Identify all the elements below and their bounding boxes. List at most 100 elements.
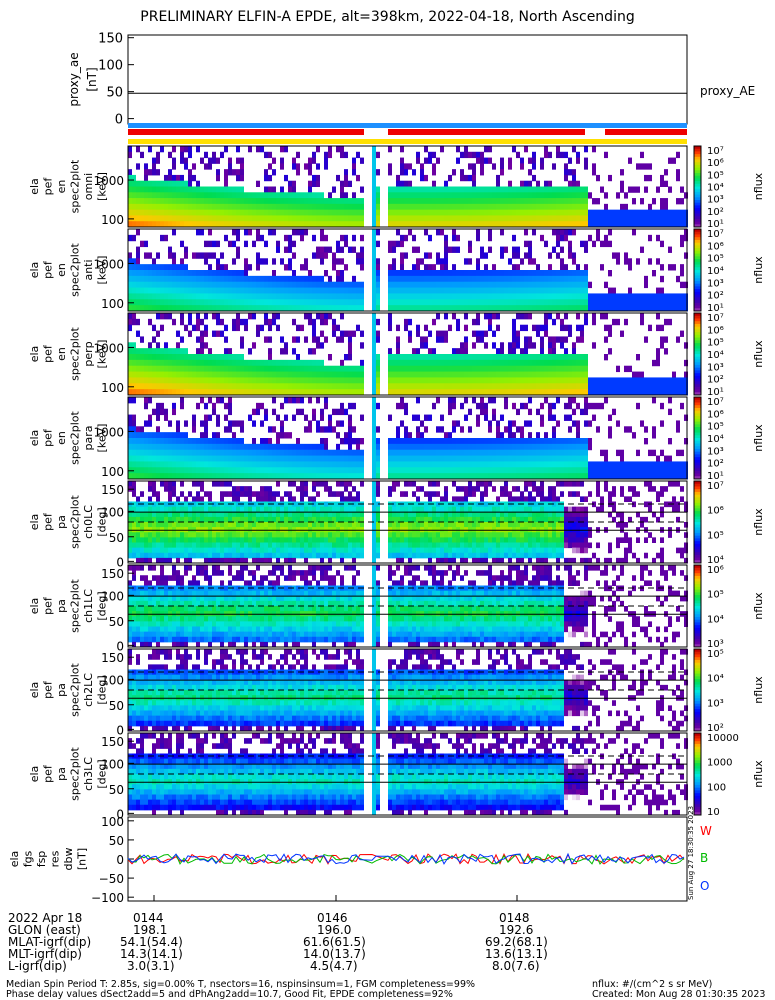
spectrogram-cell xyxy=(256,377,260,384)
spectrogram-cell xyxy=(444,365,448,373)
spectrogram-cell xyxy=(344,408,348,416)
spectrogram-cell xyxy=(628,186,632,193)
spectrogram-cell xyxy=(480,389,484,396)
spectrogram-cell xyxy=(608,215,612,222)
proxy-ae-ylabel: proxy_ae xyxy=(67,52,81,106)
spectrogram-cell xyxy=(500,348,504,355)
spectrogram-cell xyxy=(568,467,572,474)
spectrogram-cell xyxy=(220,252,224,259)
spectrogram-cell xyxy=(448,174,452,182)
spectrogram-cell xyxy=(668,377,672,384)
spectrogram-cell xyxy=(376,209,380,216)
spectrogram-cell xyxy=(532,299,536,306)
spectrogram-cell xyxy=(128,264,132,271)
spectrogram-cell xyxy=(488,371,492,378)
spectrogram-cell xyxy=(684,371,688,378)
spectrogram-cell xyxy=(596,305,600,312)
spectrogram-cell xyxy=(408,287,412,294)
gap-strip xyxy=(372,313,376,395)
spectrogram-cell xyxy=(344,192,348,199)
spectrogram-cell xyxy=(316,293,320,300)
spectrogram-cell xyxy=(348,414,352,421)
spectrogram-cell xyxy=(516,215,520,222)
spectrogram-cell xyxy=(648,383,652,390)
spectrogram-cell xyxy=(204,432,208,439)
spectrogram-cell xyxy=(228,397,232,404)
spectrogram-cell xyxy=(204,443,208,451)
spectrogram-cell xyxy=(308,287,312,294)
spectrogram-cell xyxy=(316,371,320,378)
spectrogram-cell xyxy=(528,246,532,253)
spectrogram-cell xyxy=(496,198,500,205)
spectrogram-cell xyxy=(248,365,252,373)
spectrogram-cell xyxy=(484,293,488,300)
spectrogram-cell xyxy=(468,455,472,462)
spectrogram-cell xyxy=(676,420,680,427)
spectrogram-cell xyxy=(592,293,596,300)
spectrogram-cell xyxy=(664,348,668,355)
spectrogram-cell xyxy=(528,467,532,474)
colorbar-tick: 10⁶ xyxy=(707,158,724,169)
spectrogram-cell xyxy=(472,377,476,384)
spectrogram-cell xyxy=(128,169,132,176)
spectrogram-cell xyxy=(252,377,256,384)
spectrogram-cell xyxy=(164,186,168,193)
spectrogram-cell xyxy=(432,192,436,199)
spectrogram-cell xyxy=(140,461,144,468)
spectrogram-cell xyxy=(584,371,588,378)
colorbar-cell xyxy=(694,370,701,374)
spectrogram-cell xyxy=(460,305,464,312)
spectrogram-cell xyxy=(564,198,568,205)
spectrogram-cell xyxy=(284,174,288,182)
spectrogram-cell xyxy=(556,299,560,306)
spectrogram-cell xyxy=(428,293,432,300)
spectrogram-cell xyxy=(296,377,300,384)
spectrogram-cell xyxy=(496,275,500,283)
spectrogram-cell xyxy=(440,229,444,236)
spectrogram-cell xyxy=(604,209,608,216)
spectrogram-cell xyxy=(524,186,528,193)
spectrogram-cell xyxy=(576,305,580,312)
spectrogram-cell xyxy=(272,455,276,462)
spectrogram-cell xyxy=(284,467,288,474)
spectrogram-cell xyxy=(656,383,660,390)
spectrogram-cell xyxy=(156,449,160,457)
colorbar-cell xyxy=(694,210,701,214)
spectrogram-cell xyxy=(424,455,428,462)
colorbar-cell xyxy=(694,410,701,414)
spectrogram-cell xyxy=(304,163,308,170)
spectrogram-cell xyxy=(176,383,180,390)
spectrogram-cell xyxy=(428,438,432,445)
spectrogram-cell xyxy=(428,354,432,361)
spectrogram-cell xyxy=(172,443,176,451)
spectrogram-cell xyxy=(128,252,132,259)
spectrogram-cell xyxy=(152,359,156,367)
spectrogram-cell xyxy=(212,467,216,474)
spectrogram-cell xyxy=(172,455,176,462)
spectrogram-cell xyxy=(584,246,588,253)
spectrogram-cell xyxy=(256,264,260,271)
spectrogram-cell xyxy=(468,293,472,300)
spectrogram-cell xyxy=(444,215,448,222)
spectrogram-cell xyxy=(476,371,480,378)
spectrogram-cell xyxy=(472,281,476,289)
spectrogram-cell xyxy=(176,438,180,445)
spectrogram-cell xyxy=(284,281,288,289)
spectrogram-cell xyxy=(376,359,380,367)
spectrogram-cell xyxy=(516,293,520,300)
spectrogram-cell xyxy=(568,383,572,390)
spectrogram-cell xyxy=(224,467,228,474)
spectrogram-cell xyxy=(552,342,556,349)
panel-frame xyxy=(127,396,688,480)
spectrogram-cell xyxy=(420,169,424,176)
spectrogram-cell xyxy=(500,449,504,457)
spectrogram-cell xyxy=(208,371,212,378)
spectrogram-cell xyxy=(140,305,144,312)
spectrogram-cell xyxy=(468,221,472,228)
spectrogram-cell xyxy=(452,389,456,396)
spectrogram-cell xyxy=(300,473,304,480)
spectrogram-cell xyxy=(228,157,232,164)
spectrogram-cell xyxy=(532,324,536,332)
spectrogram-cell xyxy=(256,192,260,199)
spectrogram-cell xyxy=(256,198,260,205)
